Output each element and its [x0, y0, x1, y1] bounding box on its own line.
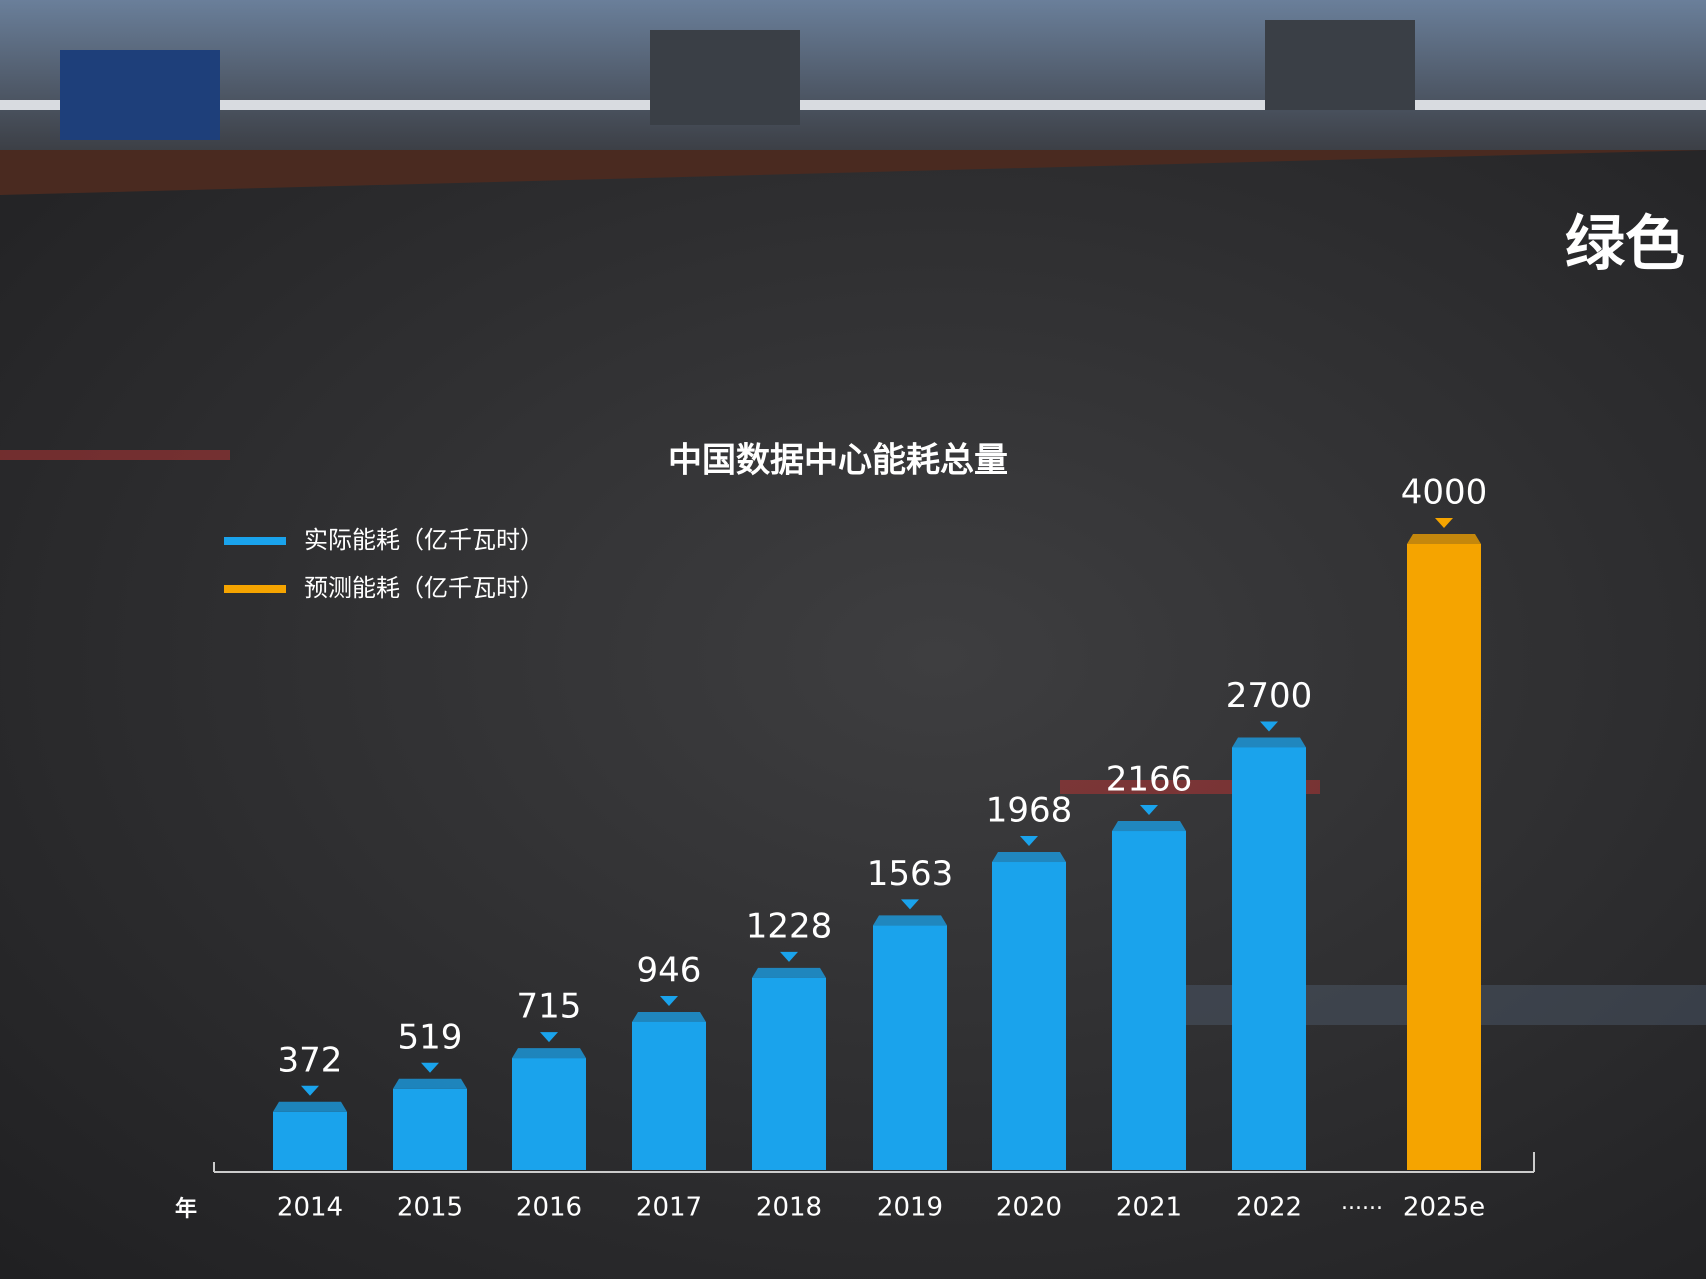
- bar: [1112, 831, 1186, 1170]
- x-axis-label: 年: [175, 1196, 197, 1222]
- data-label: 946: [637, 950, 702, 990]
- label-pointer: [1140, 805, 1158, 816]
- x-tick-label: 2017: [636, 1193, 702, 1223]
- x-tick-label: 2022: [1236, 1193, 1302, 1223]
- bar-cap: [873, 915, 947, 926]
- bar-cap: [512, 1048, 586, 1059]
- label-pointer: [1020, 836, 1038, 847]
- data-label: 519: [398, 1017, 463, 1057]
- label-pointer: [660, 995, 678, 1006]
- bar: [273, 1111, 347, 1170]
- data-label: 372: [278, 1040, 343, 1080]
- label-pointer: [1435, 518, 1453, 528]
- bar: [393, 1088, 467, 1170]
- legend-swatch: [224, 585, 286, 593]
- label-pointer: [540, 1032, 558, 1043]
- legend-swatch: [224, 537, 286, 545]
- bar: [512, 1058, 586, 1170]
- bar: [873, 925, 947, 1170]
- corner-text: 绿色: [1565, 210, 1685, 280]
- bar: [1407, 544, 1481, 1170]
- x-tick-label: 2014: [277, 1193, 343, 1223]
- bar: [752, 977, 826, 1170]
- chart-title: 中国数据中心能耗总量: [668, 441, 1008, 481]
- data-label: 715: [517, 987, 582, 1027]
- label-pointer: [301, 1085, 319, 1096]
- data-label: 2700: [1226, 676, 1313, 716]
- label-pointer: [901, 899, 919, 910]
- legend-label: 实际能耗（亿千瓦时）: [304, 526, 544, 554]
- x-tick-label: 2018: [756, 1193, 822, 1223]
- bar: [1232, 747, 1306, 1170]
- bar-cap: [1407, 534, 1481, 544]
- x-tick-label: 2019: [877, 1193, 943, 1223]
- x-tick-label: 2025e: [1403, 1193, 1485, 1223]
- data-label: 1968: [986, 791, 1073, 831]
- stage-light: [60, 50, 220, 140]
- x-tick-label: 2021: [1116, 1193, 1182, 1223]
- bar-cap: [752, 967, 826, 978]
- background-streak: [0, 450, 230, 460]
- data-label: 2166: [1106, 760, 1193, 800]
- axis-break-label: ......: [1341, 1190, 1383, 1215]
- bar-cap: [1112, 821, 1186, 832]
- x-tick-label: 2020: [996, 1193, 1062, 1223]
- bar: [992, 862, 1066, 1170]
- bar-cap: [273, 1101, 347, 1112]
- bar: [632, 1021, 706, 1170]
- legend-label: 预测能耗（亿千瓦时）: [304, 574, 544, 602]
- bar-cap: [1232, 737, 1306, 748]
- label-pointer: [421, 1062, 439, 1073]
- data-label: 1228: [746, 906, 833, 946]
- bar-cap: [632, 1011, 706, 1022]
- label-pointer: [1260, 721, 1278, 732]
- x-tick-label: 2016: [516, 1193, 582, 1223]
- x-tick-label: 2015: [397, 1193, 463, 1223]
- data-label: 1563: [867, 854, 954, 894]
- stage-light: [1265, 20, 1415, 110]
- bar-cap: [992, 852, 1066, 863]
- data-label: 4000: [1401, 473, 1488, 513]
- label-pointer: [780, 951, 798, 962]
- bar-cap: [393, 1078, 467, 1089]
- ceiling-light-strip: [0, 100, 1706, 110]
- stage-light: [650, 30, 800, 125]
